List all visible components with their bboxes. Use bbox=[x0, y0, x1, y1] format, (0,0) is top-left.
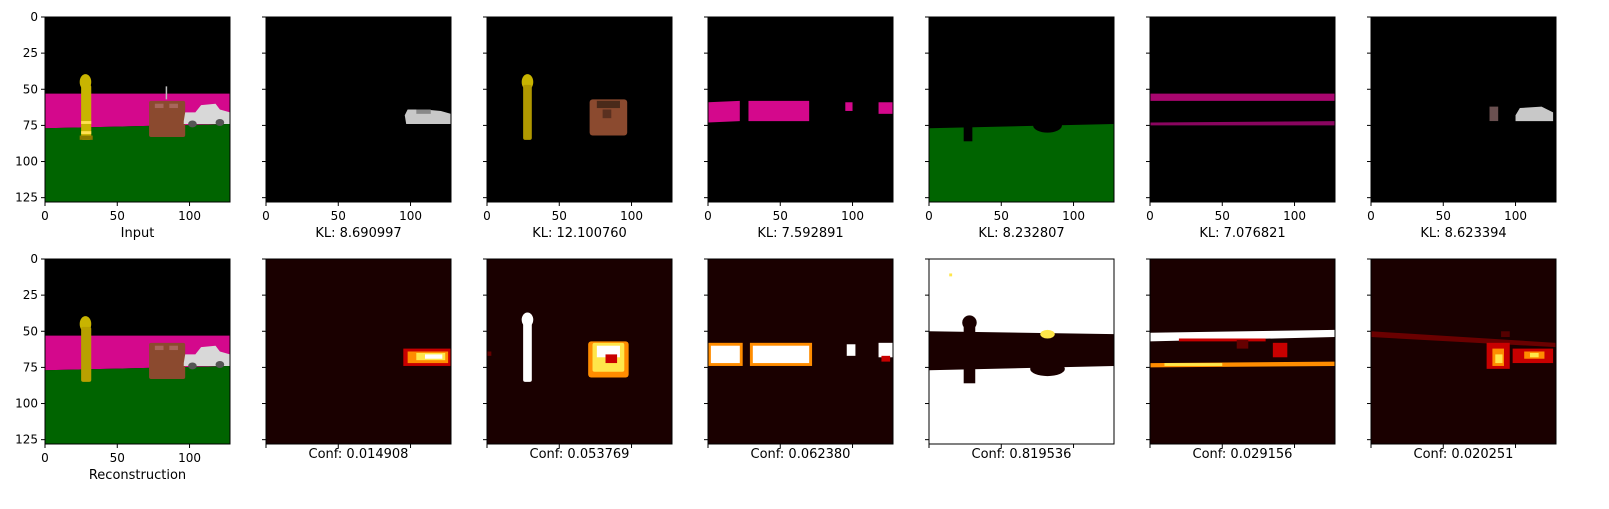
x-tick-label: 50 bbox=[552, 209, 567, 223]
x-tick-label: 50 bbox=[110, 209, 125, 223]
x-tick-label: 50 bbox=[773, 209, 788, 223]
x-tick-label: 0 bbox=[483, 209, 491, 223]
panel-image-conf1 bbox=[266, 259, 451, 444]
y-tick-label: 50 bbox=[23, 82, 38, 96]
x-tick-label: 100 bbox=[178, 451, 201, 465]
panel-frame bbox=[928, 16, 1115, 203]
x-tick-label: 0 bbox=[262, 209, 270, 223]
panel-image-slot2 bbox=[487, 17, 672, 202]
x-tick-label: 100 bbox=[1283, 209, 1306, 223]
panel-caption: Conf: 0.029156 bbox=[1193, 447, 1293, 462]
panel-input: Input bbox=[45, 17, 230, 241]
panel-caption: KL: 7.592891 bbox=[757, 226, 843, 241]
panel-slot1: KL: 8.690997 bbox=[266, 17, 451, 241]
x-tick-label: 100 bbox=[620, 209, 643, 223]
x-tick-label: 100 bbox=[399, 209, 422, 223]
y-tick-label: 100 bbox=[15, 397, 38, 411]
panel-frame bbox=[1370, 258, 1557, 445]
panel-conf1: Conf: 0.014908 bbox=[266, 259, 451, 462]
panel-image-conf6 bbox=[1371, 259, 1556, 444]
panel-recon: Reconstruction bbox=[45, 259, 230, 483]
panel-image-recon bbox=[45, 259, 230, 444]
x-tick-label: 100 bbox=[178, 209, 201, 223]
panel-frame bbox=[1149, 258, 1336, 445]
panel-conf3: Conf: 0.062380 bbox=[708, 259, 893, 462]
x-tick-label: 0 bbox=[704, 209, 712, 223]
y-tick-label: 0 bbox=[30, 252, 38, 266]
panel-frame bbox=[928, 258, 1115, 445]
panel-caption: KL: 12.100760 bbox=[532, 226, 627, 241]
panel-frame bbox=[707, 16, 894, 203]
panel-frame bbox=[486, 258, 673, 445]
panel-image-conf5 bbox=[1150, 259, 1335, 444]
panel-caption: Conf: 0.053769 bbox=[530, 447, 630, 462]
panel-image-slot4 bbox=[929, 17, 1114, 202]
panel-image-slot1 bbox=[266, 17, 451, 202]
panel-frame bbox=[265, 16, 452, 203]
panel-conf4: Conf: 0.819536 bbox=[929, 259, 1114, 462]
x-tick-label: 0 bbox=[1367, 209, 1375, 223]
panel-conf2: Conf: 0.053769 bbox=[487, 259, 672, 462]
panel-caption: KL: 8.690997 bbox=[315, 226, 401, 241]
x-tick-label: 50 bbox=[1215, 209, 1230, 223]
x-tick-label: 50 bbox=[994, 209, 1009, 223]
x-tick-label: 50 bbox=[331, 209, 346, 223]
y-tick-label: 75 bbox=[23, 360, 38, 374]
panel-slot6: KL: 8.623394 bbox=[1371, 17, 1556, 241]
panel-frame bbox=[1149, 16, 1336, 203]
y-tick-label: 25 bbox=[23, 288, 38, 302]
panel-caption: KL: 8.623394 bbox=[1420, 226, 1506, 241]
x-tick-label: 50 bbox=[110, 451, 125, 465]
panel-image-conf2 bbox=[487, 259, 672, 444]
panel-image-conf3 bbox=[708, 259, 893, 444]
y-tick-label: 125 bbox=[15, 433, 38, 447]
x-tick-label: 50 bbox=[1436, 209, 1451, 223]
y-tick-label: 50 bbox=[23, 324, 38, 338]
panel-image-conf4 bbox=[929, 259, 1114, 444]
panel-frame bbox=[1370, 16, 1557, 203]
panel-image-slot6 bbox=[1371, 17, 1556, 202]
x-tick-label: 100 bbox=[841, 209, 864, 223]
panel-image-input bbox=[45, 17, 230, 202]
panel-caption: Reconstruction bbox=[89, 468, 186, 483]
panel-slot3: KL: 7.592891 bbox=[708, 17, 893, 241]
y-tick-label: 25 bbox=[23, 46, 38, 60]
y-tick-label: 0 bbox=[30, 10, 38, 24]
panel-slot2: KL: 12.100760 bbox=[487, 17, 672, 241]
panel-caption: Conf: 0.062380 bbox=[751, 447, 851, 462]
x-tick-label: 100 bbox=[1062, 209, 1085, 223]
panel-caption: Input bbox=[121, 226, 155, 241]
x-tick-label: 0 bbox=[41, 209, 49, 223]
panel-caption: Conf: 0.020251 bbox=[1414, 447, 1514, 462]
panel-conf5: Conf: 0.029156 bbox=[1150, 259, 1335, 462]
panel-slot4: KL: 8.232807 bbox=[929, 17, 1114, 241]
panel-frame bbox=[44, 16, 231, 203]
y-tick-label: 75 bbox=[23, 118, 38, 132]
panel-conf6: Conf: 0.020251 bbox=[1371, 259, 1556, 462]
panel-caption: Conf: 0.819536 bbox=[972, 447, 1072, 462]
x-tick-label: 0 bbox=[41, 451, 49, 465]
panel-caption: Conf: 0.014908 bbox=[309, 447, 409, 462]
panel-frame bbox=[44, 258, 231, 445]
panel-image-slot5 bbox=[1150, 17, 1335, 202]
x-tick-label: 0 bbox=[925, 209, 933, 223]
panel-caption: KL: 8.232807 bbox=[978, 226, 1064, 241]
x-tick-label: 100 bbox=[1504, 209, 1527, 223]
panel-caption: KL: 7.076821 bbox=[1199, 226, 1285, 241]
panel-image-slot3 bbox=[708, 17, 893, 202]
panel-frame bbox=[265, 258, 452, 445]
panel-frame bbox=[707, 258, 894, 445]
x-tick-label: 0 bbox=[1146, 209, 1154, 223]
y-tick-label: 125 bbox=[15, 191, 38, 205]
panel-slot5: KL: 7.076821 bbox=[1150, 17, 1335, 241]
y-tick-label: 100 bbox=[15, 155, 38, 169]
panel-frame bbox=[486, 16, 673, 203]
